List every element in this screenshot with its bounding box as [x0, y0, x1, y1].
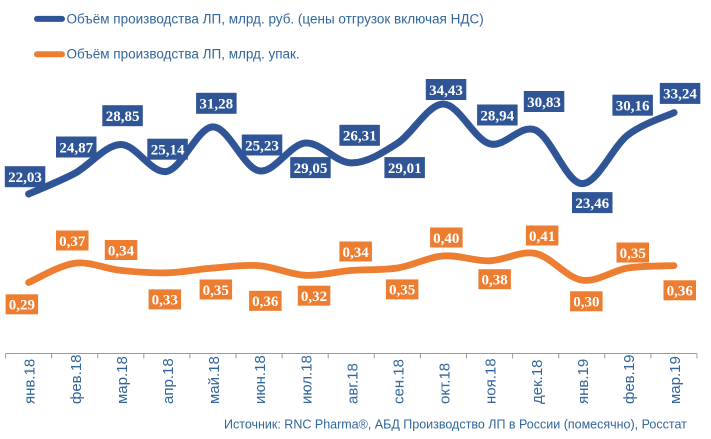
svg-text:28,94: 28,94	[480, 108, 514, 124]
svg-text:0,36: 0,36	[252, 294, 279, 310]
svg-text:0,32: 0,32	[301, 289, 327, 305]
svg-text:апр.18: апр.18	[160, 358, 177, 404]
svg-text:29,01: 29,01	[388, 161, 422, 177]
svg-text:0,34: 0,34	[342, 245, 369, 261]
svg-text:30,16: 30,16	[616, 99, 650, 115]
svg-text:0,30: 0,30	[573, 295, 599, 311]
svg-text:23,46: 23,46	[575, 196, 609, 212]
svg-text:0,35: 0,35	[203, 283, 229, 299]
svg-text:сен.18: сен.18	[391, 359, 408, 404]
svg-text:25,14: 25,14	[151, 143, 185, 159]
svg-text:Объём производства ЛП, млрд. р: Объём производства ЛП, млрд. руб. (цены …	[67, 11, 484, 26]
svg-text:33,24: 33,24	[663, 87, 697, 103]
svg-text:0,35: 0,35	[389, 283, 415, 299]
svg-text:0,33: 0,33	[152, 293, 178, 309]
svg-text:июн.18: июн.18	[252, 355, 269, 404]
svg-text:0,34: 0,34	[108, 243, 135, 259]
svg-text:31,28: 31,28	[199, 97, 233, 113]
svg-text:0,41: 0,41	[529, 229, 555, 245]
svg-text:фев.19: фев.19	[621, 354, 638, 404]
svg-text:дек.18: дек.18	[529, 359, 546, 404]
svg-text:Источник: RNC Pharma®, АБД Про: Источник: RNC Pharma®, АБД Производство …	[224, 418, 687, 432]
svg-text:0,29: 0,29	[9, 298, 35, 314]
svg-text:22,03: 22,03	[8, 170, 42, 186]
svg-text:0,35: 0,35	[620, 246, 646, 262]
svg-text:0,36: 0,36	[667, 284, 694, 300]
svg-text:янв.18: янв.18	[22, 359, 39, 404]
svg-text:Объём производства ЛП, млрд. у: Объём производства ЛП, млрд. упак.	[67, 47, 300, 62]
svg-text:мар.19: мар.19	[667, 356, 684, 404]
svg-text:28,85: 28,85	[106, 109, 140, 125]
svg-text:0,38: 0,38	[481, 273, 507, 289]
svg-text:янв.19: янв.19	[575, 359, 592, 404]
svg-text:ноя.18: ноя.18	[483, 358, 500, 404]
svg-text:26,31: 26,31	[343, 129, 377, 145]
svg-text:окт.18: окт.18	[437, 363, 454, 404]
svg-text:июл.18: июл.18	[298, 355, 315, 404]
svg-text:25,23: 25,23	[245, 138, 279, 154]
svg-text:34,43: 34,43	[429, 83, 463, 99]
svg-text:авг.18: авг.18	[344, 363, 361, 404]
svg-text:0,37: 0,37	[59, 234, 86, 250]
svg-text:24,87: 24,87	[59, 140, 93, 156]
svg-text:мар.18: мар.18	[114, 356, 131, 404]
svg-text:0,40: 0,40	[433, 231, 459, 247]
svg-text:30,83: 30,83	[527, 95, 561, 111]
svg-text:29,05: 29,05	[294, 161, 328, 177]
svg-text:май.18: май.18	[206, 356, 223, 404]
svg-text:фев.18: фев.18	[68, 354, 85, 404]
